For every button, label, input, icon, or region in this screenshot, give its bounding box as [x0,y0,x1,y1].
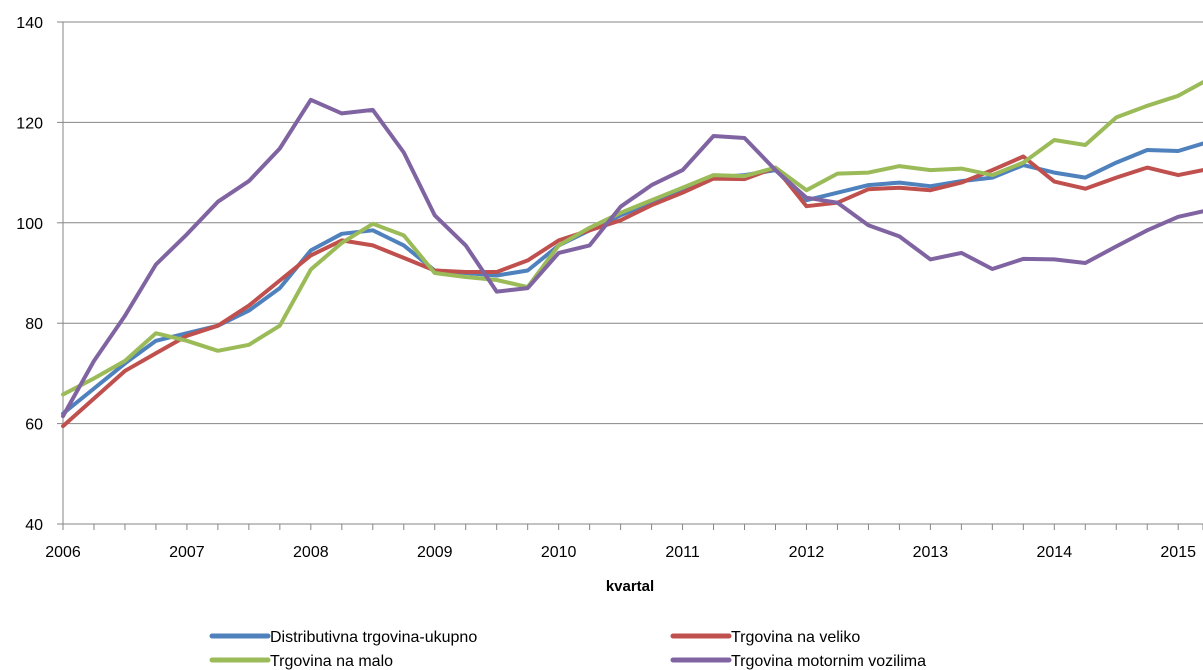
x-tick-label: 2014 [1037,544,1073,561]
x-tick-label: 2009 [417,544,453,561]
legend-label-3: Trgovina na malo [270,653,393,670]
axes: 40 60 80 100 120 140 2006 2007 2008 2009 2010 2011 2… [16,15,1203,561]
x-tick-label: 2007 [169,544,205,561]
x-tick-label: 2008 [293,544,329,561]
y-tick-label: 140 [16,15,43,32]
series-line-1 [61,141,1203,416]
x-tick-label: 2006 [45,544,81,561]
x-tick-label: 2015 [1160,544,1196,561]
legend: Distributivna trgovina-ukupno Trgovina na… [209,629,926,670]
legend-label-4: Trgovina motornim vozilima [731,653,926,670]
series-line-4 [61,97,1203,419]
series-line-2 [61,154,1203,429]
grid-lines [63,21,1203,425]
x-tick-label: 2010 [541,544,577,561]
y-tick-label: 40 [25,517,43,534]
y-tick-label: 120 [16,115,43,132]
legend-label-1: Distributivna trgovina-ukupno [270,629,477,646]
series-lines [61,80,1203,429]
x-tick-label: 2011 [665,544,700,561]
y-tick-label: 60 [25,417,43,434]
x-axis-title: kvartal [606,578,654,595]
y-tick-label: 80 [25,316,43,333]
x-tick-label: 2013 [913,544,949,561]
x-tick-label: 2012 [789,544,825,561]
y-tick-label: 100 [16,216,43,233]
series-line-3 [61,80,1203,397]
legend-label-2: Trgovina na veliko [731,629,860,646]
